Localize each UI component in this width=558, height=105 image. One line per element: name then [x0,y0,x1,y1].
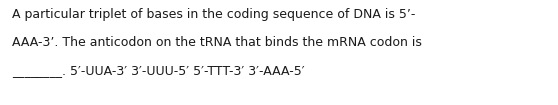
Text: AAA-3’. The anticodon on the tRNA that binds the mRNA codon is: AAA-3’. The anticodon on the tRNA that b… [12,36,422,49]
Text: A particular triplet of bases in the coding sequence of DNA is 5’-: A particular triplet of bases in the cod… [12,8,415,21]
Text: ________. 5′-UUA-3′ 3′-UUU-5′ 5′-TTT-3′ 3′-AAA-5′: ________. 5′-UUA-3′ 3′-UUU-5′ 5′-TTT-3′ … [12,64,305,77]
